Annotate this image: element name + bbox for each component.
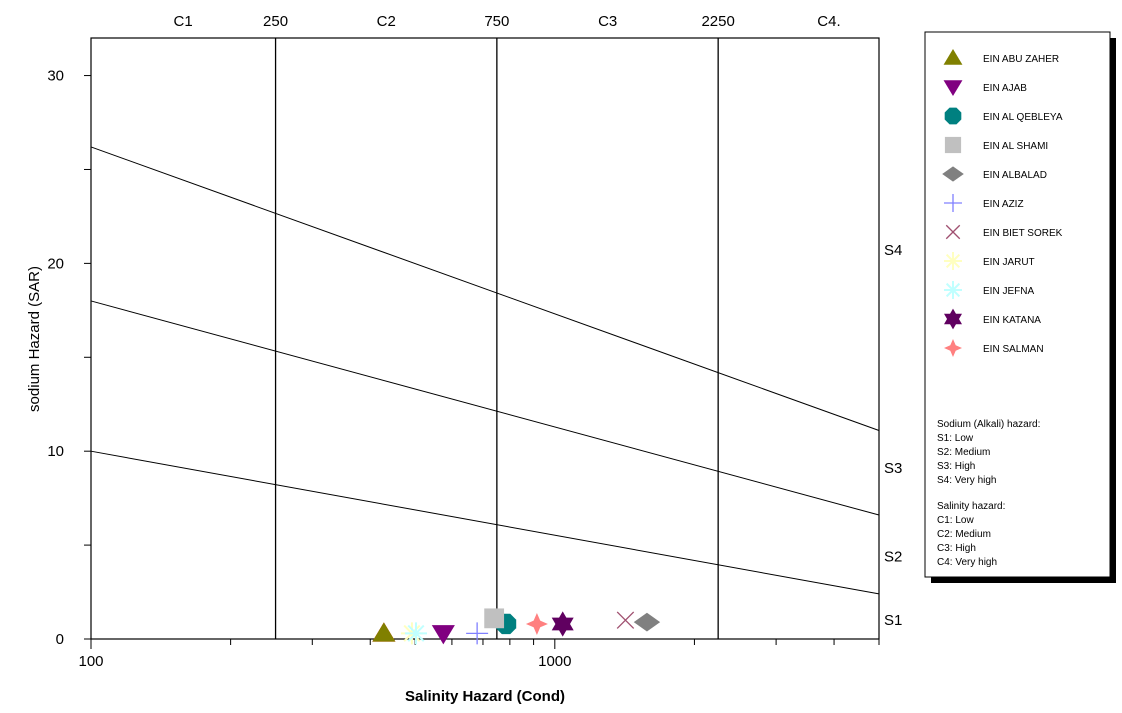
salinity-class-label: C4. — [817, 13, 840, 30]
x-tick-label: 1000 — [538, 653, 571, 670]
legend-label: EIN JARUT — [983, 257, 1035, 268]
data-point — [404, 622, 427, 645]
legend-marker — [944, 281, 962, 299]
y-tick-label: 0 — [56, 631, 64, 648]
legend-label: EIN ALBALAD — [983, 170, 1047, 181]
legend-note: Sodium (Alkali) hazard: — [937, 419, 1040, 430]
salinity-class-label: C2 — [377, 13, 396, 30]
y-tick-label: 20 — [47, 255, 64, 272]
data-point — [466, 622, 489, 645]
legend-note: S2: Medium — [937, 447, 990, 458]
legend-marker — [944, 308, 962, 330]
sodium-class-label: S3 — [884, 460, 902, 477]
salinity-class-label: C1 — [174, 13, 193, 30]
salinity-boundary-label: 250 — [263, 13, 288, 30]
legend-note: Salinity hazard: — [937, 501, 1005, 512]
legend-marker — [944, 339, 962, 357]
y-tick-label: 10 — [47, 443, 64, 460]
data-point — [372, 622, 396, 642]
data-point — [633, 612, 661, 632]
legend-marker — [945, 224, 961, 240]
x-tick-label: 100 — [78, 653, 103, 670]
legend-marker — [944, 136, 962, 154]
legend-label: EIN KATANA — [983, 315, 1041, 326]
sodium-hazard-line — [90, 146, 880, 431]
legend-marker — [944, 194, 962, 212]
plot-frame — [90, 37, 880, 640]
legend-note: C3: High — [937, 543, 976, 554]
legend-label: EIN AZIZ — [983, 199, 1024, 210]
data-point — [525, 612, 548, 635]
sodium-class-label: S4 — [884, 242, 902, 259]
legend-marker — [943, 80, 963, 96]
sodium-class-label: S1 — [884, 612, 902, 629]
sodium-hazard-line — [90, 450, 880, 595]
salinity-class-label: C3 — [598, 13, 617, 30]
legend-marker — [944, 107, 962, 125]
legend-label: EIN ABU ZAHER — [983, 54, 1059, 65]
legend-label: EIN SALMAN — [983, 344, 1044, 355]
legend: EIN ABU ZAHER EIN AJAB EIN AL QEBLEYA EIN A… — [924, 31, 1116, 583]
y-tick-label: 30 — [47, 68, 64, 85]
data-point — [551, 611, 574, 637]
legend-note: C1: Low — [937, 515, 974, 526]
legend-note: S4: Very high — [937, 475, 996, 486]
legend-marker — [944, 252, 962, 270]
legend-note: C4: Very high — [937, 557, 997, 568]
data-point — [616, 611, 635, 629]
legend-note: S3: High — [937, 461, 975, 472]
legend-label: EIN AL SHAMI — [983, 141, 1048, 152]
plot-area: 250 750 2250 C1 C2 C3 C4. S4 S3 S2 S1 0 10 20 30 100 100… — [47, 13, 902, 670]
salinity-boundary-label: 2250 — [701, 13, 734, 30]
y-axis-title: sodium Hazard (SAR) — [26, 266, 43, 412]
legend-note: S1: Low — [937, 433, 974, 444]
legend-label: EIN BIET SOREK — [983, 228, 1063, 239]
legend-label: EIN AJAB — [983, 83, 1027, 94]
legend-label: EIN JEFNA — [983, 286, 1034, 297]
data-point — [484, 608, 505, 629]
legend-marker — [942, 166, 964, 182]
salinity-boundary-label: 750 — [484, 13, 509, 30]
sodium-hazard-line — [90, 300, 880, 516]
sodium-class-label: S2 — [884, 548, 902, 565]
data-point — [431, 625, 455, 645]
legend-label: EIN AL QEBLEYA — [983, 112, 1063, 123]
legend-note: C2: Medium — [937, 529, 991, 540]
x-axis-title: Salinity Hazard (Cond) — [405, 688, 565, 705]
legend-marker — [943, 49, 963, 65]
